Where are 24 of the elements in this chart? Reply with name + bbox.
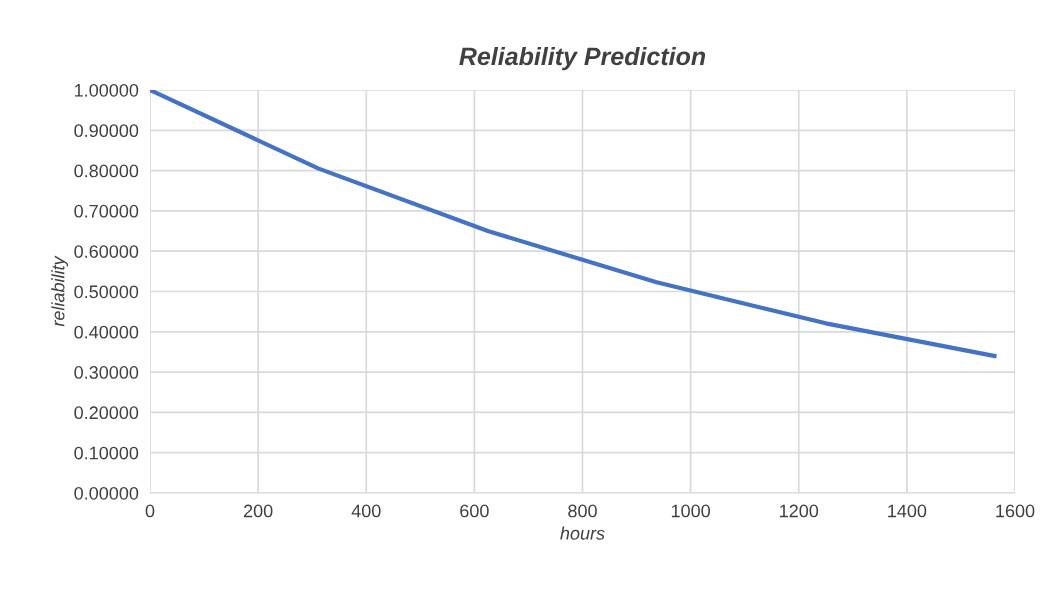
- line-series: [150, 90, 997, 359]
- y-tick-label: 0.20000: [74, 406, 139, 420]
- x-axis-title: hours: [560, 526, 605, 540]
- x-tick-label: 200: [243, 504, 273, 518]
- y-tick-label: 0.80000: [74, 164, 139, 178]
- x-tick-label: 600: [460, 504, 489, 518]
- x-tick-label: 0: [145, 504, 155, 518]
- y-tick-label: 0.00000: [74, 486, 139, 500]
- x-tick-label: 1400: [888, 504, 927, 518]
- x-tick-label: 800: [568, 504, 597, 518]
- y-axis-title: reliability: [51, 255, 69, 327]
- y-tick-label: 0.60000: [74, 245, 139, 258]
- y-tick-label: 0.70000: [74, 204, 139, 218]
- y-tick-label: 0.90000: [74, 124, 139, 138]
- x-tick-label: 1000: [671, 504, 710, 518]
- x-tick-label: 400: [351, 504, 381, 518]
- y-tick-label: 0.10000: [74, 446, 139, 460]
- x-tick-label: 1200: [780, 504, 819, 518]
- y-tick-label: 1.00000: [75, 83, 139, 97]
- chart-title: Reliability Prediction: [459, 46, 706, 71]
- y-tick-label: 0.40000: [74, 325, 139, 339]
- y-tick-label: 0.50000: [74, 285, 139, 299]
- x-tick-label: 1600: [996, 504, 1035, 518]
- y-tick-label: 0.30000: [74, 366, 139, 379]
